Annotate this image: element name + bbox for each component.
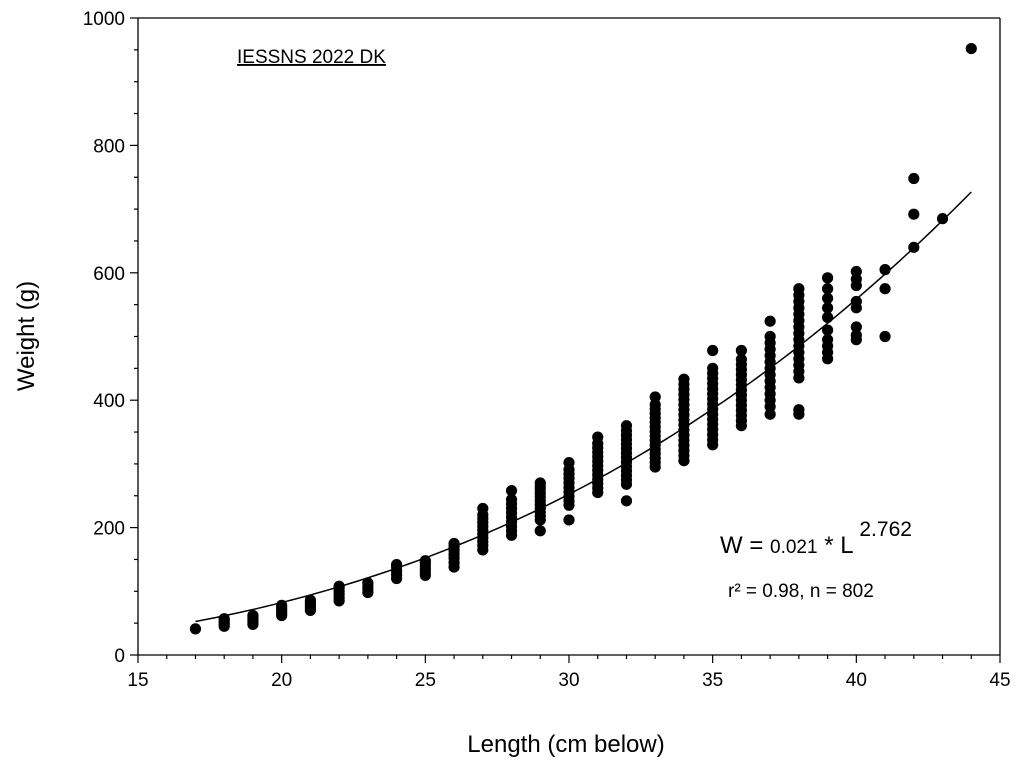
data-point — [936, 213, 949, 225]
data-point — [448, 537, 460, 550]
data-point — [620, 495, 633, 507]
data-point — [218, 613, 230, 625]
equation-exponent: 2.762 — [859, 518, 912, 541]
data-point — [534, 525, 546, 537]
data-point — [735, 344, 748, 357]
x-tick-label: 30 — [558, 670, 579, 691]
y-tick-label: 1000 — [83, 9, 125, 30]
equation-coefficient: 0.021 — [770, 537, 818, 558]
data-point — [822, 311, 834, 323]
data-point — [793, 283, 805, 295]
x-axis-title: Length (cm below) — [467, 731, 664, 758]
data-point — [649, 391, 661, 403]
equation-multiply-l: * L — [818, 532, 860, 559]
data-point — [362, 577, 374, 589]
data-point — [850, 295, 862, 308]
data-point — [678, 373, 690, 385]
x-tick-label: 40 — [846, 670, 867, 691]
data-point — [822, 272, 834, 284]
data-point — [764, 330, 776, 343]
data-point — [563, 514, 575, 526]
y-tick-label: 400 — [93, 391, 125, 412]
scatter-points — [189, 42, 977, 635]
data-point — [189, 623, 202, 635]
y-tick-label: 200 — [93, 519, 125, 540]
data-point — [592, 431, 604, 443]
y-tick-label: 800 — [93, 136, 125, 157]
data-point — [879, 264, 891, 276]
x-tick-label: 25 — [415, 670, 436, 691]
data-point — [477, 502, 489, 515]
data-point — [707, 362, 719, 374]
data-point — [879, 283, 891, 295]
data-point — [505, 485, 518, 497]
data-point — [391, 558, 403, 571]
annotation-title: IESSNS 2022 DK — [237, 47, 386, 68]
data-point — [850, 265, 862, 278]
equation-w: W = — [720, 532, 770, 559]
plot-area — [137, 17, 1001, 656]
data-point — [707, 344, 719, 357]
x-tick-label: 45 — [989, 670, 1010, 691]
y-axis-title: Weight (g) — [13, 281, 40, 391]
data-point — [563, 457, 575, 469]
data-point — [850, 329, 862, 341]
x-tick-label: 20 — [271, 670, 292, 691]
data-point — [908, 208, 920, 220]
y-axis-ticks: 0 200 400 600 800 1000 — [83, 9, 138, 667]
y-tick-label: 600 — [93, 264, 125, 285]
fit-statistics: r² = 0.98, n = 802 — [728, 581, 874, 602]
x-tick-label: 15 — [127, 670, 148, 691]
data-point — [764, 315, 776, 327]
data-point — [822, 324, 834, 336]
data-point — [908, 172, 920, 185]
data-point — [850, 321, 862, 333]
fit-equation: W = 0.021 * L 2.762 — [720, 518, 912, 559]
data-point — [304, 594, 316, 606]
data-point — [822, 283, 834, 295]
y-tick-label: 0 — [114, 646, 125, 667]
data-point — [793, 404, 805, 416]
data-point — [822, 334, 834, 346]
x-axis-ticks: 15 20 25 30 35 40 45 — [127, 655, 1011, 691]
data-point — [735, 353, 748, 366]
data-point — [879, 330, 891, 343]
data-point — [505, 493, 518, 506]
data-point — [534, 477, 546, 489]
x-tick-label: 35 — [702, 670, 723, 691]
data-point — [965, 42, 977, 55]
data-point — [419, 555, 431, 567]
data-point — [908, 241, 920, 253]
data-point — [620, 420, 633, 432]
data-point — [247, 609, 259, 622]
data-point — [276, 599, 288, 611]
data-point — [822, 292, 834, 304]
fit-curve — [195, 191, 972, 623]
data-point — [822, 302, 834, 314]
data-point — [333, 580, 345, 592]
